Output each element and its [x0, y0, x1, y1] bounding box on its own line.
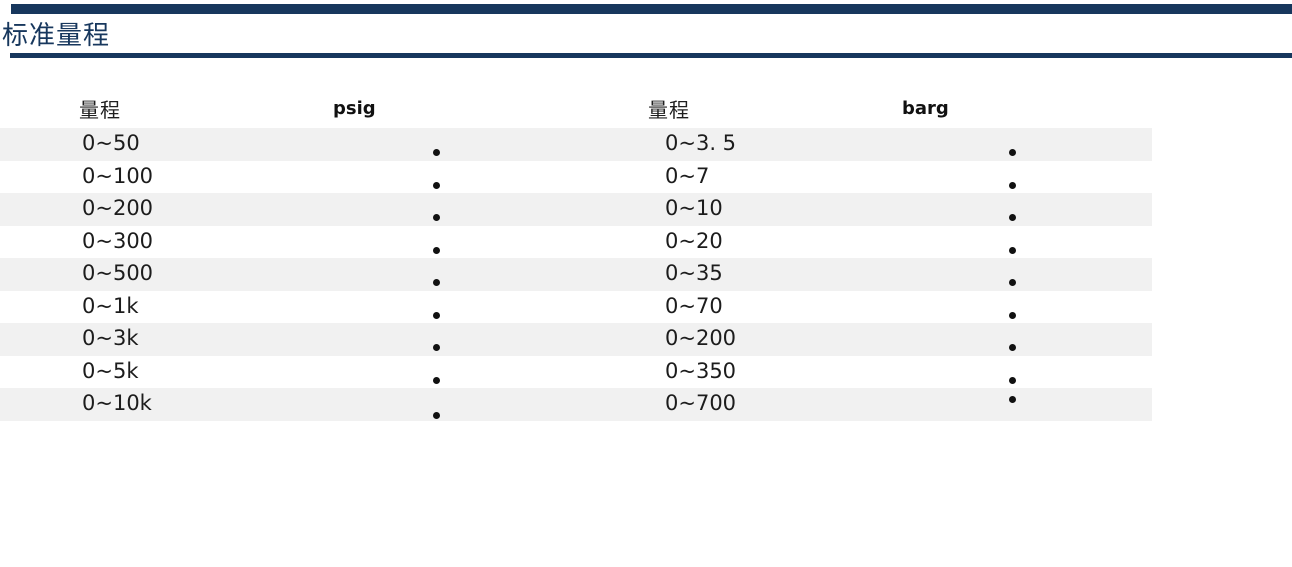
- table-row: 0~5k 0~350: [0, 356, 1152, 389]
- barg-range-value: 0~70: [665, 293, 723, 318]
- barg-range-value: 0~7: [665, 163, 710, 188]
- table-row: 0~200 0~10: [0, 193, 1152, 226]
- table-body: 0~50 0~3. 5 0~100 0~7 0~200 0~10 0~300 0~20 0~50…: [0, 128, 1152, 421]
- psig-dot-marker: [433, 149, 440, 156]
- barg-dot-marker: [1009, 246, 1016, 254]
- psig-dot-marker: [433, 344, 440, 351]
- barg-dot-marker: [1009, 214, 1016, 221]
- barg-dot-marker: [1009, 149, 1016, 156]
- col-header-barg: barg: [902, 98, 949, 119]
- col-header-psig: psig: [333, 98, 376, 119]
- barg-dot-marker: [1009, 344, 1016, 351]
- table-row: 0~100 0~7: [0, 161, 1152, 194]
- barg-dot-marker: [1009, 311, 1016, 319]
- barg-range-value: 0~700: [665, 391, 737, 415]
- table-row: 0~300 0~20: [0, 226, 1152, 259]
- col-header-range-psig: 量程: [79, 98, 121, 122]
- psig-dot-marker: [433, 311, 440, 319]
- barg-range-value: 0~3. 5: [665, 131, 737, 155]
- barg-range-value: 0~200: [665, 326, 737, 350]
- psig-dot-marker: [433, 412, 440, 419]
- top-accent-bar: [11, 4, 1292, 14]
- barg-dot-marker: [1009, 376, 1016, 384]
- psig-range-value: 0~100: [82, 163, 154, 188]
- psig-range-value: 0~300: [82, 228, 154, 253]
- table-row: 0~50 0~3. 5: [0, 128, 1152, 161]
- psig-range-value: 0~3k: [82, 326, 139, 350]
- section-title: 标准量程: [2, 21, 111, 51]
- barg-range-value: 0~20: [665, 228, 723, 253]
- psig-dot-marker: [433, 279, 440, 286]
- psig-range-value: 0~1k: [82, 293, 139, 318]
- table-row: 0~10k 0~700: [0, 388, 1152, 421]
- table-row: 0~3k 0~200: [0, 323, 1152, 356]
- barg-dot-marker: [1009, 396, 1016, 403]
- table-header-row: 量程 psig 量程 barg: [0, 0, 1292, 128]
- barg-range-value: 0~35: [665, 261, 723, 285]
- title-underline: [10, 53, 1292, 58]
- table-row: 0~1k 0~70: [0, 291, 1152, 324]
- psig-dot-marker: [433, 376, 440, 384]
- psig-dot-marker: [433, 214, 440, 221]
- barg-dot-marker: [1009, 279, 1016, 286]
- table-row: 0~500 0~35: [0, 258, 1152, 291]
- barg-dot-marker: [1009, 181, 1016, 189]
- psig-range-value: 0~200: [82, 196, 154, 220]
- psig-range-value: 0~10k: [82, 391, 152, 415]
- psig-dot-marker: [433, 246, 440, 254]
- col-header-range-barg: 量程: [648, 98, 690, 122]
- psig-range-value: 0~5k: [82, 358, 139, 383]
- psig-range-value: 0~50: [82, 131, 140, 155]
- psig-range-value: 0~500: [82, 261, 154, 285]
- psig-dot-marker: [433, 181, 440, 189]
- barg-range-value: 0~10: [665, 196, 723, 220]
- barg-range-value: 0~350: [665, 358, 737, 383]
